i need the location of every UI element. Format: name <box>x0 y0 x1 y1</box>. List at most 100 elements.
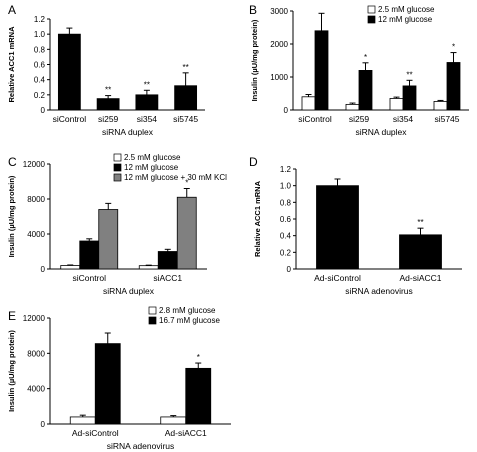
category-label: si5745 <box>434 114 459 124</box>
bar <box>60 265 81 270</box>
y-tick-label: 0.2 <box>280 248 292 257</box>
y-axis-title: Insulin (µU/mg protein) <box>7 175 16 257</box>
y-tick-label: 12000 <box>23 160 46 169</box>
bar <box>301 96 316 111</box>
category-label: siControl <box>298 114 332 124</box>
y-tick-label: 0 <box>41 420 46 429</box>
panel-label: E <box>8 309 16 323</box>
bar <box>135 94 159 111</box>
y-tick-label: 0 <box>284 106 289 115</box>
bar <box>57 33 81 111</box>
legend-swatch <box>148 316 157 325</box>
bar <box>345 103 360 111</box>
bar <box>389 98 404 111</box>
category-label: si5745 <box>173 114 198 124</box>
category-label: si259 <box>98 114 119 124</box>
bar <box>316 185 359 270</box>
y-tick-label: 1.2 <box>280 165 292 174</box>
legend-label: 12 mM glucose <box>378 15 433 24</box>
bar <box>446 62 461 111</box>
panel-label: D <box>249 155 258 169</box>
y-tick-label: 0.8 <box>34 45 46 54</box>
legend-swatch <box>367 15 376 24</box>
y-axis-title: Insulin (µU/mg protein) <box>250 19 259 101</box>
y-tick-label: 0.6 <box>280 215 292 224</box>
x-axis-title: siRNA adenovirus <box>107 441 175 451</box>
y-tick-label: 4000 <box>27 230 45 239</box>
legend-label: 12 mM glucose + 30 mM KCl <box>124 173 227 182</box>
legend-swatch <box>367 5 376 14</box>
legend-swatch <box>113 173 122 182</box>
y-tick-label: 4000 <box>27 385 45 394</box>
x-axis-title: siRNA duplex <box>355 127 407 137</box>
bar <box>433 101 448 111</box>
significance-marker: * <box>185 179 188 188</box>
panel-c: C 0 4000 8000 12000 Insulin (µU/mg protein) si… <box>7 153 227 296</box>
category-label: siControl <box>53 114 87 124</box>
category-label: si259 <box>349 114 370 124</box>
significance-marker: * <box>197 353 200 362</box>
y-tick-label: 12000 <box>23 314 46 323</box>
category-label: Ad-siControl <box>72 428 119 438</box>
y-tick-label: 3000 <box>270 7 288 16</box>
y-tick-label: 0 <box>41 106 46 115</box>
legend-swatch <box>148 306 157 315</box>
category-label: Ad-siACC1 <box>165 428 207 438</box>
bar <box>94 343 121 425</box>
significance-marker: ** <box>406 70 412 79</box>
category-label: si354 <box>393 114 414 124</box>
bar <box>160 416 187 425</box>
panel-a: A 0 0.2 0.4 0.6 0.8 1.0 1.2 Relative ACC1 mRNA si… <box>7 3 205 137</box>
category-label: siControl <box>72 273 106 283</box>
legend-swatch <box>113 163 122 172</box>
bar <box>79 240 100 270</box>
significance-marker: * <box>452 43 455 52</box>
category-label: siACC1 <box>153 273 182 283</box>
x-axis-title: siRNA adenovirus <box>345 286 413 296</box>
y-tick-label: 1.2 <box>34 15 46 24</box>
legend-label: 12 mM glucose <box>124 163 179 172</box>
legend-label: 2.5 mM glucose <box>124 153 181 162</box>
y-tick-label: 1.0 <box>280 182 292 191</box>
bar <box>138 265 159 270</box>
bar <box>402 85 417 111</box>
significance-marker: ** <box>105 86 111 95</box>
significance-marker: ** <box>417 218 423 227</box>
y-tick-label: 8000 <box>27 349 45 358</box>
y-tick-label: 0 <box>287 265 292 274</box>
significance-marker: ** <box>183 63 189 72</box>
y-tick-label: 0.4 <box>34 76 46 85</box>
panel-e: E 0 4000 8000 12000 Insulin (µU/mg protein) Ad… <box>7 306 231 451</box>
x-axis-title: siRNA duplex <box>103 286 155 296</box>
x-axis-title: siRNA duplex <box>102 127 154 137</box>
bar <box>185 367 212 425</box>
y-axis-title: Relative ACC1 mRNA <box>7 26 16 103</box>
bar <box>174 85 198 111</box>
y-tick-label: 2000 <box>270 40 288 49</box>
legend-label: 16.7 mM glucose <box>159 316 220 325</box>
y-tick-label: 0 <box>41 265 46 274</box>
panel-label: C <box>8 155 17 169</box>
legend-swatch <box>113 153 122 162</box>
y-tick-label: 0.4 <box>280 232 292 241</box>
panel-b: B 0 1000 2000 3000 Insulin (µU/mg protein) siC… <box>249 3 469 137</box>
panel-d: D 0 0.2 0.4 0.6 0.8 1.0 1.2 Relative ACC1 mRNA Ad… <box>249 155 462 296</box>
category-label: Ad-siACC1 <box>399 273 441 283</box>
legend-label: 2.5 mM glucose <box>378 5 435 14</box>
category-label: si354 <box>137 114 158 124</box>
category-label: Ad-siControl <box>314 273 361 283</box>
y-axis-title: Relative ACC1 mRNA <box>253 180 262 257</box>
significance-marker: * <box>364 53 367 62</box>
y-tick-label: 0.2 <box>34 91 46 100</box>
bar <box>157 251 178 270</box>
y-tick-label: 8000 <box>27 195 45 204</box>
bar <box>96 98 120 111</box>
bar <box>176 196 197 270</box>
y-tick-label: 1000 <box>270 73 288 82</box>
y-axis-title: Insulin (µU/mg protein) <box>7 330 16 412</box>
significance-marker: ** <box>144 80 150 89</box>
